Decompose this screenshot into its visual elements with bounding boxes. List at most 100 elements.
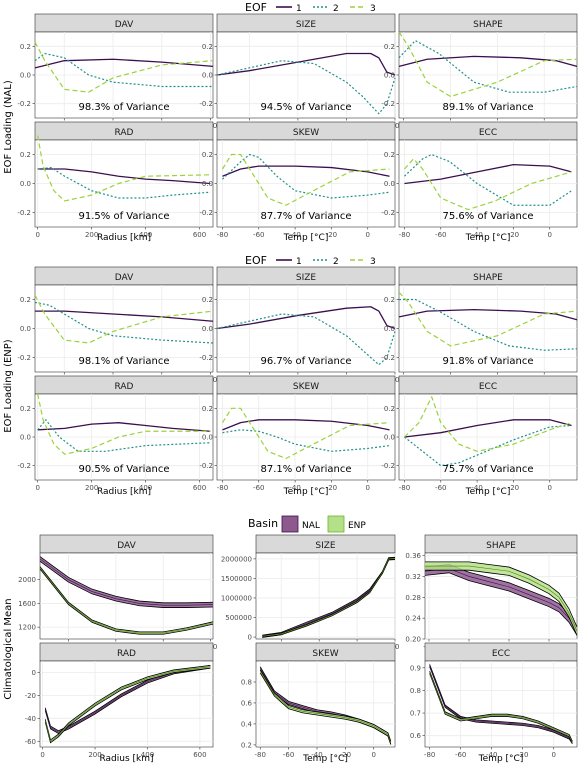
- panel-clim-dav: DAV100200300400120016002000: [18, 534, 217, 651]
- band-nal: [425, 564, 577, 636]
- band-lower-enp: [429, 673, 573, 744]
- x-tick-label: -40: [471, 231, 482, 239]
- panel-clim-ecc: ECC -80 -60 -40 -20 0 0.6 0.7 0.8 0.9 Temp [°C]: [410, 642, 578, 764]
- y-tick-label: -0.2: [199, 100, 213, 108]
- y-axis-title: EOF Loading (NAL): [3, 80, 14, 174]
- y-tick-label: 500000: [225, 614, 252, 622]
- y-tick-label: 0.8: [241, 678, 252, 686]
- series-eof1: [222, 165, 390, 177]
- y-tick-label: 0.0: [202, 180, 213, 188]
- basin-legend: Basin NAL ENP: [248, 515, 366, 533]
- x-tick-label: 200: [88, 751, 101, 759]
- series-eof1: [35, 310, 214, 322]
- x-tick-label: -40: [289, 231, 300, 239]
- y-tick-label: 0.32: [405, 573, 421, 581]
- variance-label: 91.8% of Variance: [443, 356, 534, 367]
- series-eof2: [399, 298, 578, 351]
- panel-frame: [255, 552, 396, 640]
- x-axis-title: Temp [°C]: [465, 233, 511, 243]
- strip-title: ECC: [492, 649, 510, 659]
- y-tick-label: 0.2: [241, 741, 252, 749]
- strip-title: SHAPE: [473, 273, 503, 283]
- y-tick-label: 0.0: [202, 434, 213, 442]
- y-tick-label: -0.2: [199, 462, 213, 470]
- variance-label: 75.7% of Variance: [443, 464, 534, 475]
- series-eof3: [221, 153, 390, 206]
- gridlines: [35, 394, 213, 480]
- series-eof2: [37, 419, 211, 452]
- x-tick-label: -60: [283, 751, 294, 759]
- series-eof3: [34, 41, 214, 93]
- y-tick-label: 0.2: [384, 296, 395, 304]
- y-tick-label: 0.0: [384, 180, 395, 188]
- panel-frame: [39, 552, 214, 640]
- series-eof1: [37, 168, 211, 185]
- variance-label: 89.1% of Variance: [443, 102, 534, 113]
- variance-label: 98.1% of Variance: [79, 356, 170, 367]
- strip-title: RAD: [115, 382, 134, 392]
- y-tick-label: 0.36: [405, 552, 421, 560]
- x-tick-label: 200: [85, 484, 98, 492]
- legend-label: 1: [296, 257, 302, 267]
- x-tick-label: 600: [193, 751, 206, 759]
- y-tick-label: 0.2: [20, 405, 31, 413]
- variance-label: 91.5% of Variance: [79, 211, 170, 222]
- x-tick-label: -60: [253, 231, 264, 239]
- x-tick-label: -80: [255, 751, 266, 759]
- x-tick-label: -20: [508, 231, 519, 239]
- y-tick-label: 0.0: [384, 72, 395, 80]
- series-eof1: [404, 163, 572, 185]
- x-tick-label: -20: [508, 484, 519, 492]
- y-axis-title: Climatological Mean: [3, 598, 14, 699]
- y-tick-label: 0.0: [202, 325, 213, 333]
- legend-title: EOF: [245, 254, 267, 267]
- band-lower-enp: [259, 672, 392, 745]
- strip-title: DAV: [115, 273, 134, 283]
- y-tick-label: -0.2: [17, 100, 31, 108]
- panel-frame: [255, 660, 396, 748]
- panel-nal-ecc: ECC 75.6% of Variance -80 -60 -40 -20 0 -0.2 0.0…: [381, 121, 578, 243]
- y-tick-label: -0.2: [381, 209, 395, 217]
- series-enp: [259, 671, 392, 743]
- legend-title: EOF: [245, 1, 267, 14]
- x-tick-label: -60: [455, 751, 466, 759]
- series-enp: [262, 558, 396, 637]
- legend-label: 3: [370, 257, 376, 267]
- x-axis-title: Temp [°C]: [478, 754, 524, 764]
- x-axis-title: Temp [°C]: [465, 487, 511, 497]
- band-lower-enp: [39, 568, 214, 635]
- y-tick-label: -0.2: [17, 354, 31, 362]
- x-tick-label: -40: [311, 751, 322, 759]
- y-tick-label: -40: [25, 715, 36, 723]
- panel-enp-skew: SKEW 87.1% of Variance -80 -60 -40 -20 0 -0.2 0.…: [199, 375, 396, 497]
- strip-title: SHAPE: [473, 20, 503, 30]
- x-axis-title: Radius [km]: [97, 487, 151, 497]
- x-tick-label: -20: [326, 484, 337, 492]
- x-tick-label: 0: [371, 751, 375, 759]
- band-nal: [40, 556, 213, 608]
- series-eof2: [222, 429, 390, 452]
- band-lower-nal: [39, 560, 214, 608]
- y-tick-label: 0.6: [241, 699, 253, 707]
- x-tick-label: -40: [289, 484, 300, 492]
- variance-label: 90.5% of Variance: [79, 464, 170, 475]
- y-tick-label: 0.4: [241, 720, 253, 728]
- variance-label: 87.1% of Variance: [261, 464, 352, 475]
- x-axis-title: Radius [km]: [97, 233, 151, 243]
- gridlines: [35, 140, 213, 227]
- panel-frame: [39, 660, 214, 748]
- series-enp: [39, 567, 214, 634]
- panel-clim-skew: SKEW -80 -60 -40 -20 0 0.2 0.4 0.6 0.8 Temp [°C]: [241, 642, 396, 764]
- series-enp: [425, 565, 578, 632]
- series-eof2: [34, 52, 213, 88]
- x-tick-label: -80: [399, 231, 410, 239]
- eof-legend-middle: EOF 1 2 3: [245, 254, 376, 267]
- y-tick-label: -20: [25, 692, 36, 700]
- series-eof3: [37, 135, 211, 202]
- x-axis-title: Temp [°C]: [283, 233, 329, 243]
- y-tick-label: -0.2: [381, 354, 395, 362]
- series-eof2: [37, 166, 211, 199]
- series-eof3: [37, 393, 211, 455]
